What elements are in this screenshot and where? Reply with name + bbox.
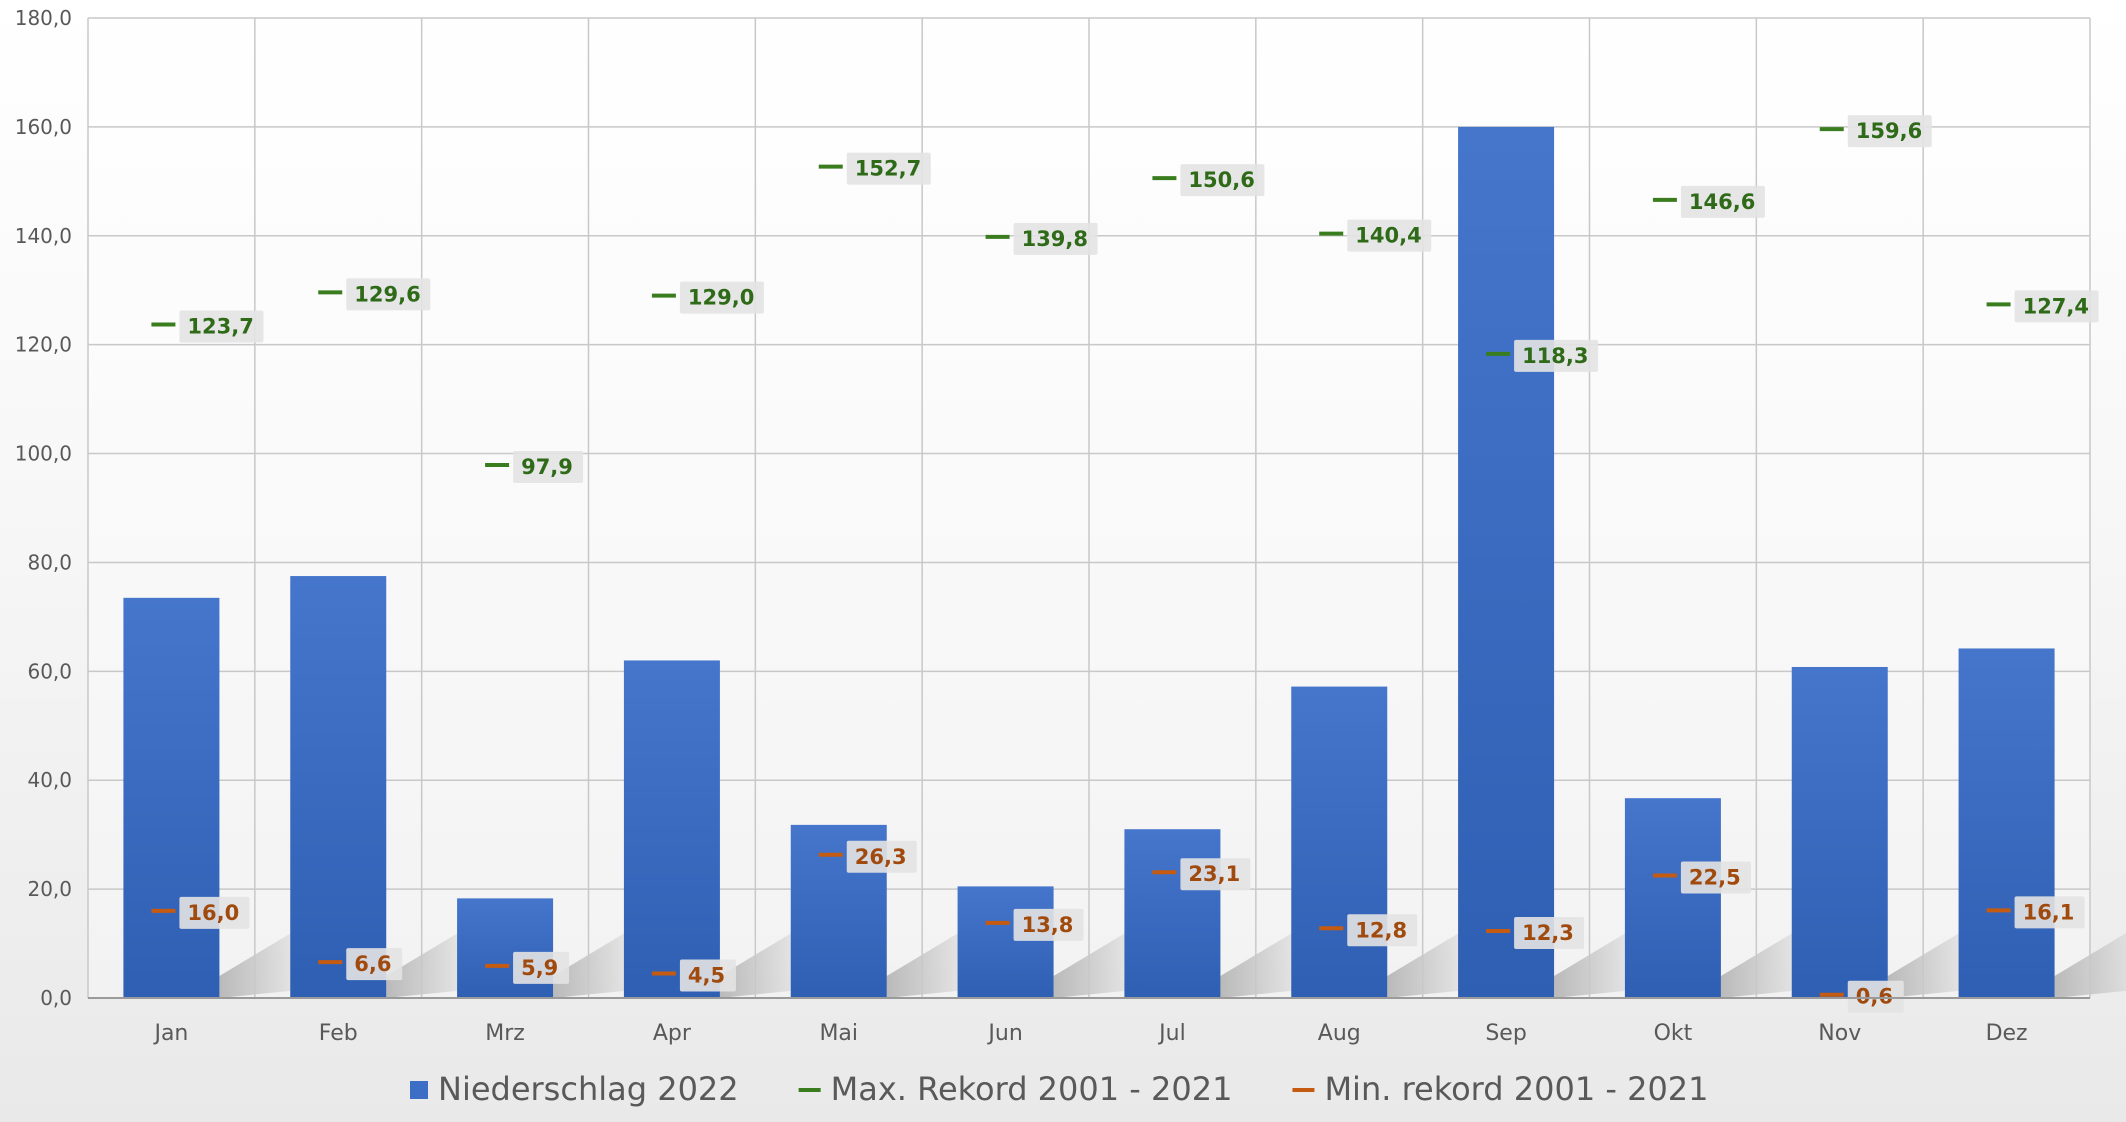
data-label: 146,6 (1689, 190, 1755, 214)
data-label: 118,3 (1522, 344, 1588, 368)
x-tick-label: Mai (819, 1021, 858, 1046)
bar (1624, 798, 1721, 998)
data-label: 13,8 (1022, 913, 1074, 937)
marker-series: 123,7 129,6 97,9 129,0 152,7 139,8 150,6 140,4 1… (151, 115, 2099, 1013)
x-tick-label: Jul (1157, 1021, 1186, 1046)
bar (1291, 686, 1388, 998)
data-label-background (513, 450, 584, 483)
x-tick-label: Jan (152, 1021, 188, 1046)
data-label-background (2014, 896, 2085, 929)
x-axis: Jan Feb Mrz Apr Mai Jun Jul Aug Sep Okt Nov Dez (88, 997, 2090, 1046)
data-label: 97,9 (521, 455, 573, 479)
bar (123, 597, 220, 998)
x-tick-label: Apr (653, 1021, 692, 1046)
y-tick-label: 160,0 (15, 115, 72, 139)
data-label: 22,5 (1689, 866, 1741, 890)
data-label: 12,3 (1522, 921, 1574, 945)
data-label: 0,6 (1856, 985, 1893, 1009)
data-label: 123,7 (187, 315, 253, 339)
data-label-background (846, 840, 917, 873)
data-label-background (1347, 219, 1432, 252)
y-tick-label: 40,0 (27, 768, 72, 792)
y-tick-label: 120,0 (15, 333, 72, 357)
data-label-background (679, 281, 764, 314)
data-label-background (513, 951, 570, 984)
data-label: 23,1 (1188, 862, 1240, 886)
y-tick-label: 0,0 (40, 986, 72, 1010)
y-tick-label: 100,0 (15, 442, 72, 466)
data-label-background (346, 948, 403, 981)
legend-label: Niederschlag 2022 (438, 1070, 739, 1108)
data-label: 16,1 (2023, 900, 2075, 924)
data-label-background (1347, 914, 1418, 947)
y-tick-label: 20,0 (27, 877, 72, 901)
bar (623, 660, 720, 998)
data-label: 6,6 (354, 952, 391, 976)
data-label-background (1680, 861, 1751, 894)
data-label: 12,8 (1355, 918, 1407, 942)
data-label-background (1180, 164, 1265, 197)
y-tick-label: 80,0 (27, 550, 72, 574)
legend: Niederschlag 2022 Max. Rekord 2001 - 2021… (410, 1070, 1709, 1108)
data-label: 5,9 (521, 956, 558, 980)
data-label: 16,0 (187, 901, 239, 925)
data-label: 139,8 (1022, 227, 1088, 251)
gridlines (87, 17, 2091, 999)
legend-label: Max. Rekord 2001 - 2021 (831, 1070, 1233, 1108)
x-tick-label: Nov (1818, 1021, 1861, 1046)
data-label-background (1013, 222, 1098, 255)
bar (1958, 648, 2055, 998)
y-tick-label: 180,0 (15, 6, 72, 30)
data-label-background (1514, 339, 1599, 372)
bar (957, 886, 1054, 998)
data-label-background (846, 152, 931, 185)
data-label-background (2014, 290, 2099, 323)
y-tick-label: 60,0 (27, 659, 72, 683)
data-label: 127,4 (2023, 294, 2089, 318)
data-label-background (1680, 185, 1765, 218)
bar (290, 576, 387, 998)
data-label: 129,6 (354, 282, 420, 306)
bar (1791, 666, 1888, 998)
data-label-background (1847, 980, 1904, 1013)
data-label-background (1514, 917, 1585, 950)
data-label: 129,0 (688, 286, 754, 310)
data-label: 140,4 (1355, 224, 1421, 248)
x-tick-label: Jun (986, 1021, 1022, 1046)
data-label: 150,6 (1188, 168, 1254, 192)
y-axis: 0,0 20,0 40,0 60,0 80,0 100,0 120,0 140,0 160,0 1… (15, 6, 72, 1010)
data-label-background (1013, 908, 1084, 941)
bar (1458, 126, 1555, 998)
x-tick-label: Dez (1986, 1021, 2028, 1046)
data-label: 152,7 (855, 157, 921, 181)
x-tick-label: Sep (1485, 1021, 1526, 1046)
x-tick-label: Okt (1654, 1021, 1693, 1046)
x-tick-label: Aug (1318, 1021, 1361, 1046)
x-tick-label: Feb (319, 1021, 358, 1046)
legend-swatch (410, 1081, 428, 1099)
data-label-background (1180, 858, 1251, 891)
data-label: 159,6 (1856, 119, 1922, 143)
data-label-background (679, 959, 736, 992)
data-label-background (179, 310, 264, 343)
y-tick-label: 140,0 (15, 224, 72, 248)
data-label: 4,5 (688, 964, 725, 988)
data-label-background (1847, 115, 1932, 148)
x-tick-label: Mrz (485, 1021, 525, 1046)
data-label-background (346, 278, 431, 311)
legend-label: Min. rekord 2001 - 2021 (1324, 1070, 1708, 1108)
bar (1124, 829, 1221, 998)
data-label-background (179, 896, 250, 929)
bar-series (123, 126, 2055, 998)
data-label: 26,3 (855, 845, 907, 869)
